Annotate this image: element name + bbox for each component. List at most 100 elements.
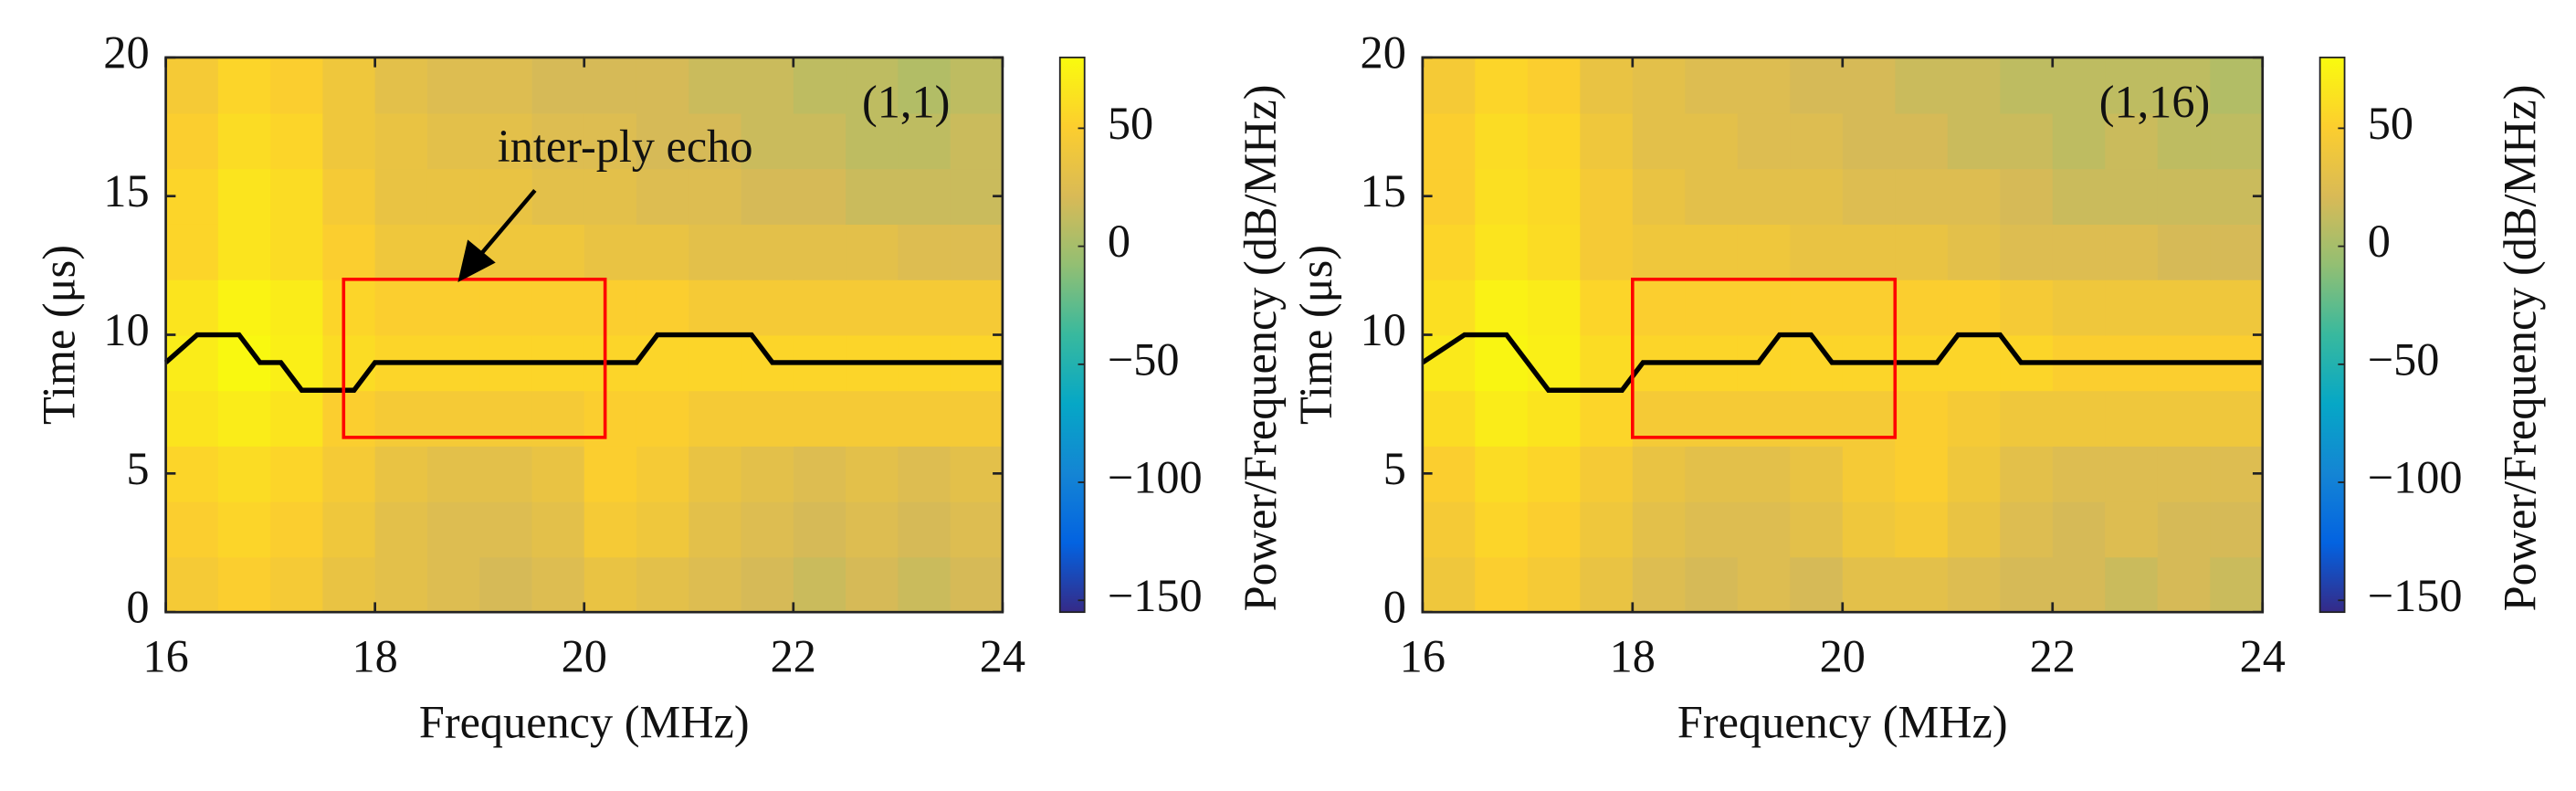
heatmap-cell — [1947, 279, 2002, 336]
heatmap-cell — [217, 445, 272, 502]
heatmap-cell — [584, 112, 637, 170]
heatmap-cell — [270, 501, 324, 558]
heatmap-cell — [2052, 224, 2107, 280]
heatmap-cell — [165, 224, 219, 280]
heatmap-cell — [689, 556, 742, 614]
heatmap-cell — [636, 334, 690, 392]
colorbar-tick-label: −100 — [2368, 452, 2463, 503]
heatmap-cell — [2000, 390, 2054, 447]
heatmap-cell — [1737, 556, 1792, 614]
heatmap-cell — [1895, 390, 1949, 447]
heatmap-cell — [689, 445, 742, 502]
heatmap-cell — [374, 279, 428, 336]
heatmap-cell — [479, 279, 533, 336]
heatmap-cell — [165, 390, 219, 447]
heatmap-cell — [1632, 279, 1687, 336]
y-tick-label: 0 — [126, 582, 149, 633]
heatmap-cell — [1422, 279, 1477, 336]
heatmap-cell — [322, 57, 376, 114]
heatmap-cell — [1790, 57, 1844, 114]
y-tick-label: 15 — [1361, 165, 1406, 216]
x-tick-label: 24 — [980, 631, 1025, 682]
heatmap-cell — [1737, 57, 1792, 114]
heatmap-cell — [322, 556, 376, 614]
heatmap-cell — [1842, 224, 1897, 280]
heatmap-cell — [374, 57, 428, 114]
heatmap-cell — [1580, 57, 1634, 114]
heatmap-cell — [1527, 556, 1582, 614]
heatmap-cell — [1842, 556, 1897, 614]
heatmap-cell — [165, 57, 219, 114]
ridge-line — [163, 332, 1003, 393]
heatmap-cell — [1685, 57, 1739, 114]
heatmap-cell — [217, 112, 272, 170]
heatmap-cell — [846, 168, 899, 225]
heatmap-cell — [2210, 224, 2264, 280]
heatmap-cell — [1947, 112, 2002, 170]
heatmap-cell — [1527, 224, 1582, 280]
heatmap-cell — [741, 501, 794, 558]
heatmap-cell — [1580, 556, 1634, 614]
heatmap-cell — [1422, 501, 1477, 558]
heatmap-cell — [689, 390, 742, 447]
x-tick-label: 20 — [562, 631, 607, 682]
colorbar-label: Power/Frequency (dB/MHz) — [1235, 84, 1286, 611]
heatmap-cell — [2052, 112, 2107, 170]
colorbar-tick-label: −150 — [2368, 570, 2463, 621]
heatmap-cell — [1632, 556, 1687, 614]
heatmap-cell — [322, 224, 376, 280]
heatmap-cell — [1895, 168, 1949, 225]
heatmap-cell — [846, 501, 899, 558]
heatmap-cell — [741, 57, 794, 114]
heatmap-cell — [950, 112, 1004, 170]
heatmap-cell — [793, 501, 846, 558]
heatmap-cell — [741, 556, 794, 614]
heatmap-cell — [584, 279, 637, 336]
heatmap-cell — [1895, 445, 1949, 502]
x-tick-label: 18 — [352, 631, 397, 682]
heatmap-cell — [165, 501, 219, 558]
heatmap-cell — [1737, 279, 1792, 336]
heatmap-cell — [1947, 501, 2002, 558]
heatmap-cell — [426, 168, 481, 225]
heatmap-cell — [1947, 224, 2002, 280]
heatmap-cell — [584, 168, 637, 225]
heatmap-cell — [426, 112, 481, 170]
heatmap-cell — [531, 57, 585, 114]
heatmap-cell — [270, 112, 324, 170]
heatmap-cell — [846, 445, 899, 502]
heatmap-cell — [793, 57, 846, 114]
y-axis-label: Time (μs) — [1290, 245, 1341, 425]
heatmap-cell — [636, 57, 690, 114]
heatmap-cell — [2052, 57, 2107, 114]
heatmap-cell — [1790, 279, 1844, 336]
heatmap-cell — [1842, 168, 1897, 225]
heatmap-cell — [322, 168, 376, 225]
heatmap-cell — [165, 556, 219, 614]
highlight-box — [1631, 277, 1898, 439]
heatmap-cell — [793, 279, 846, 336]
y-tick-label: 10 — [103, 304, 149, 355]
heatmap-cell — [846, 224, 899, 280]
heatmap-cell — [793, 224, 846, 280]
colorbar-tick-label: −150 — [1108, 570, 1203, 621]
heatmap-cell — [1475, 390, 1529, 447]
heatmap-cell — [898, 168, 952, 225]
heatmap-cell — [531, 445, 585, 502]
heatmap-cell — [1842, 501, 1897, 558]
x-tick-label: 22 — [2030, 631, 2076, 682]
heatmap-cell — [426, 445, 481, 502]
heatmap-cell — [374, 501, 428, 558]
heatmap-cell — [1580, 279, 1634, 336]
heatmap-cell — [950, 501, 1004, 558]
heatmap-cell — [2210, 556, 2264, 614]
heatmap-cell — [1527, 112, 1582, 170]
heatmap-cell — [689, 57, 742, 114]
heatmap-cell — [2157, 501, 2212, 558]
heatmap-cell — [426, 279, 481, 336]
heatmap-cell — [426, 556, 481, 614]
heatmap-cell — [636, 279, 690, 336]
heatmap-cell — [1895, 57, 1949, 114]
heatmap-cell — [479, 445, 533, 502]
